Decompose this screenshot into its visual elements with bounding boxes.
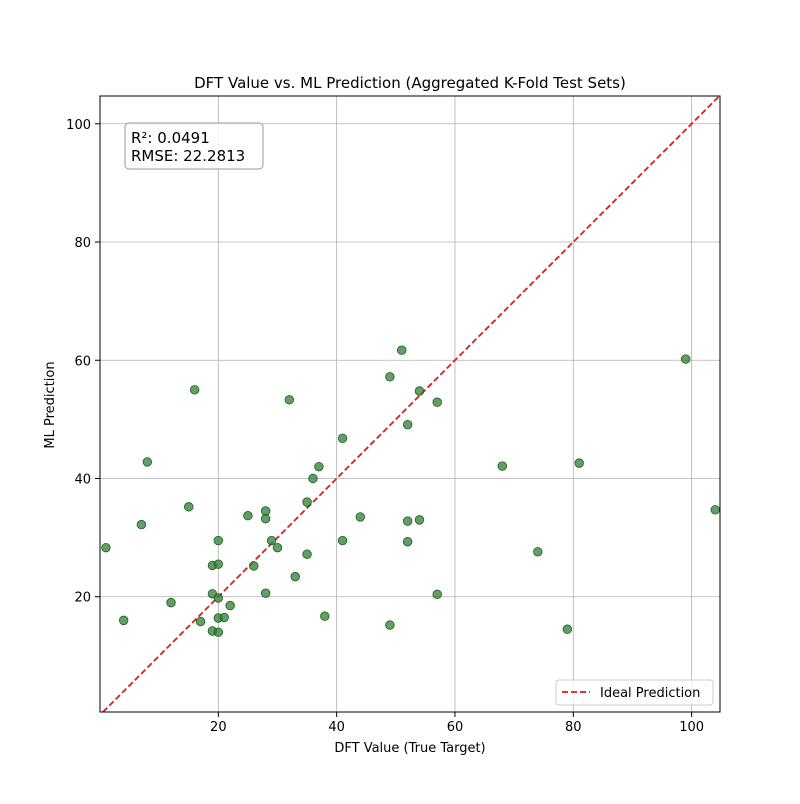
data-point [397,345,407,355]
data-point [402,419,413,430]
data-point [266,535,277,546]
data-point [302,549,312,559]
data-point [302,497,312,507]
data-point [189,385,200,395]
data-point [136,519,147,530]
x-tick-label: 100 [679,720,704,735]
data-point [402,537,413,547]
data-point [337,535,348,546]
y-tick-label: 100 [66,118,91,133]
data-point [225,600,235,611]
data-point [101,542,111,553]
data-point [219,612,229,623]
data-point [314,461,324,472]
data-point [249,561,259,571]
data-point [142,457,153,467]
data-point [414,386,425,396]
grid-lines [100,96,720,712]
data-point [260,588,271,598]
data-point [320,611,330,621]
data-points [101,345,720,637]
data-point [260,513,271,524]
r2-label: R²: 0.0491 [131,129,210,147]
data-point [402,516,413,526]
data-point [355,512,366,522]
data-point [308,473,318,484]
y-axis-label: ML Prediction [43,361,58,448]
x-tick-label: 20 [210,720,227,735]
data-point [385,372,395,382]
y-tick-label: 20 [74,591,91,606]
data-point [243,511,253,521]
data-point [562,624,573,634]
y-tick-label: 40 [74,472,91,487]
data-point [432,397,442,407]
rmse-label: RMSE: 22.2813 [131,147,245,165]
plot-frame [99,95,721,713]
stats-box: R²: 0.0491 RMSE: 22.2813 [124,122,264,170]
data-point [290,571,300,582]
axis-ticks: 20 40 60 80 100 20 40 60 80 100 [66,118,704,735]
data-point [385,620,395,630]
data-point [337,433,348,443]
legend-label: Ideal Prediction [600,686,700,701]
data-point [213,535,224,546]
data-point [195,616,206,627]
data-point [213,593,224,603]
data-point [272,542,283,553]
stats-box-frame [124,122,264,170]
data-point [533,547,543,557]
data-point [680,354,691,364]
data-point [213,559,224,569]
data-point [574,458,584,468]
data-point [710,505,720,515]
data-point [184,502,194,512]
data-point [414,515,425,525]
data-point [432,589,442,600]
ideal-line-layer [102,95,721,713]
data-point [166,597,176,608]
data-point [118,615,129,626]
x-tick-label: 40 [328,720,345,735]
chart-title: DFT Value vs. ML Prediction (Aggregated … [194,74,626,92]
y-tick-label: 60 [74,354,91,369]
x-tick-label: 80 [565,720,582,735]
legend-frame [555,679,714,706]
x-tick-label: 60 [447,720,464,735]
data-point [213,627,224,637]
y-tick-label: 80 [74,236,91,251]
x-axis-label: DFT Value (True Target) [334,741,485,756]
legend: Ideal Prediction [555,679,714,706]
ideal-prediction-line [102,95,721,713]
data-point [497,461,507,471]
data-point [284,395,295,405]
